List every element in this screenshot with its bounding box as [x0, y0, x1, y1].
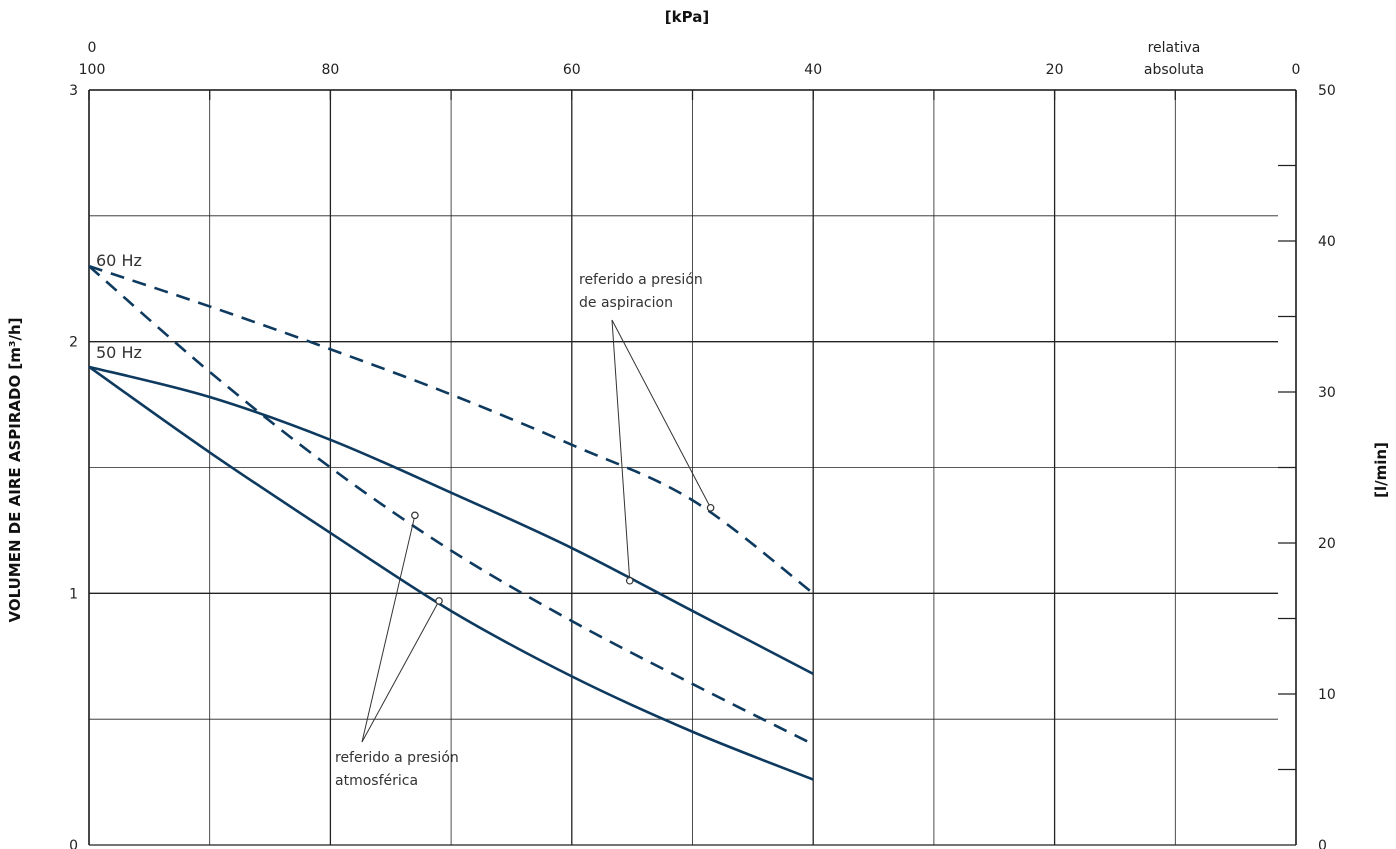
y-right-tick-label: 40	[1318, 234, 1336, 250]
y-left-tick-label: 3	[69, 83, 78, 99]
y-right-tick-label: 0	[1318, 838, 1327, 849]
annotation-marker	[435, 597, 443, 605]
annotation-marker	[411, 511, 419, 520]
series-line-1	[88, 265, 814, 746]
annotation-leader-line	[611, 319, 712, 508]
series-line-0	[88, 264, 814, 595]
x-tick-label-absolute: 0	[1292, 62, 1301, 78]
annotation-marker	[625, 576, 634, 585]
y-left-tick-label: 1	[69, 586, 78, 602]
series-lines	[88, 264, 814, 781]
series-label-60hz: 60 Hz	[96, 251, 142, 270]
x-tick-label-absolute: 80	[321, 62, 339, 78]
x-tick-label-absolute: 100	[79, 62, 106, 78]
annotation-suction-line-2: de aspiracion	[579, 295, 673, 311]
y-right-tick-label: 20	[1318, 536, 1336, 552]
x-tick-label-absolute: 60	[563, 62, 581, 78]
grid	[88, 89, 1297, 846]
y-right-tick-label: 50	[1318, 83, 1336, 99]
annotation-atmospheric-line-2: atmosférica	[335, 773, 418, 789]
y-left-tick-label: 0	[69, 838, 78, 849]
y-axis-right-title: [l/min]	[1372, 442, 1390, 498]
annotation-leaders	[361, 319, 715, 743]
series-label-50hz: 50 Hz	[96, 343, 142, 362]
y-left-tick-label: 2	[69, 335, 78, 351]
y-axis-left-title: VOLUMEN DE AIRE ASPIRADO [m³/h]	[6, 317, 24, 622]
y-right-tick-label: 30	[1318, 385, 1336, 401]
x-axis-title: [kPa]	[665, 8, 709, 26]
x-tick-label-absolute: 40	[804, 62, 822, 78]
annotation-marker	[706, 503, 715, 512]
annotation-leader-line	[611, 319, 631, 581]
tick-labels: 0-20-40-60-80-10010080604020001230102030…	[69, 40, 1336, 849]
annotation-suction-line-1: referido a presión	[579, 272, 703, 288]
series-line-2	[88, 365, 814, 676]
annotation-leader-line	[361, 600, 440, 743]
annotation-atmospheric-line-1: referido a presión	[335, 750, 459, 766]
x-tick-label-absolute: 20	[1046, 62, 1064, 78]
absolute-scale-label: absoluta	[1144, 62, 1204, 78]
x-tick-label-relative: 0	[88, 40, 97, 56]
relative-scale-label: relativa	[1148, 40, 1201, 56]
y-right-tick-label: 10	[1318, 687, 1336, 703]
annotation-leader-line	[361, 515, 416, 743]
series-line-3	[88, 365, 814, 781]
